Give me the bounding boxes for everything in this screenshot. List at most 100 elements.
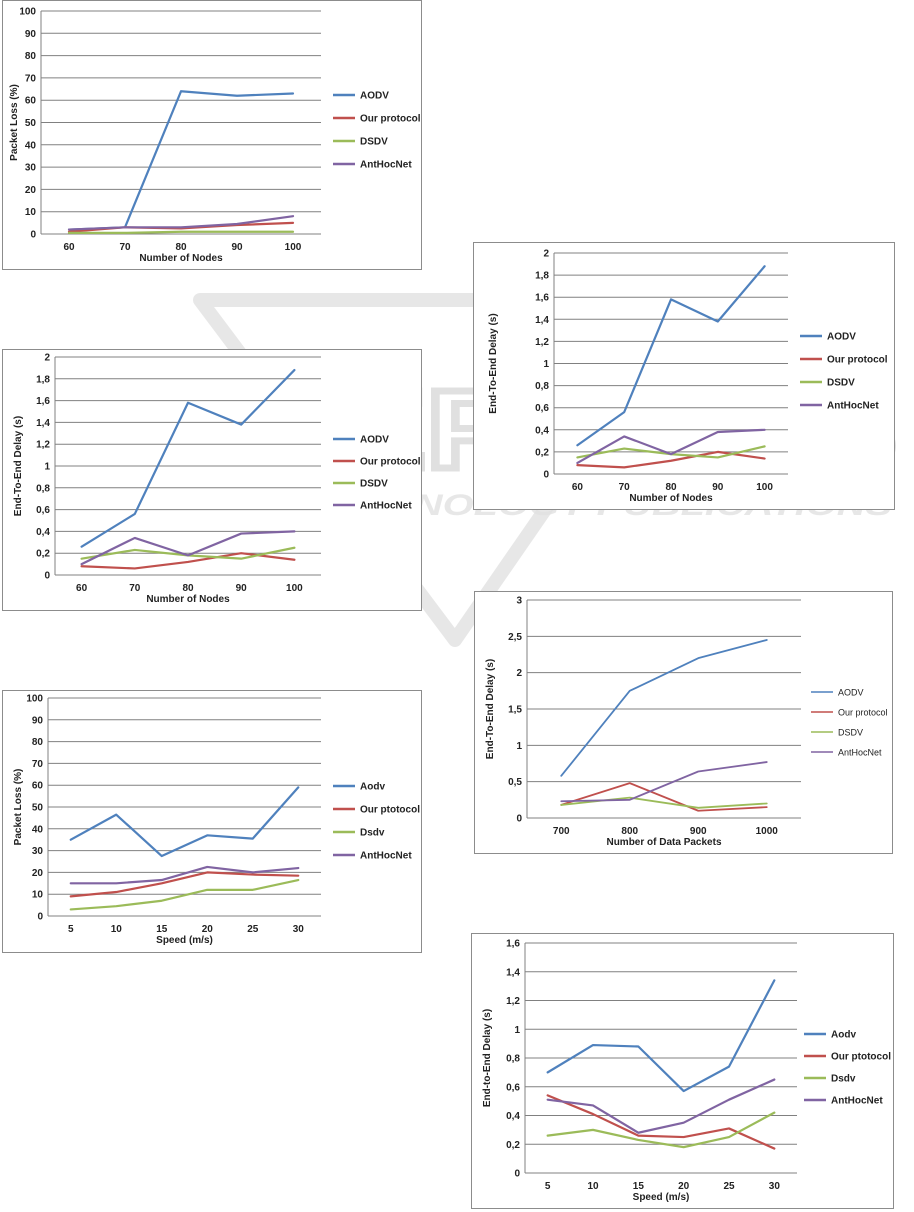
x-tick-label: 70: [119, 242, 131, 253]
y-tick-label: 0: [543, 470, 549, 481]
chart-svg-3: 0 0,5 1 1,5 2 2,5 3 700 800 900 1000 Number of Data…: [485, 596, 888, 849]
legend-label-ant: AntHocNet: [838, 748, 882, 758]
chart-delay-packets: 0 0,5 1 1,5 2 2,5 3 700 800 900 1000 Number of Data…: [474, 591, 893, 854]
x-axis-title: Speed (m/s): [633, 1192, 690, 1203]
y-tick-label: 1,6: [506, 939, 520, 950]
x-axis-title: Speed (m/s): [156, 935, 213, 946]
y-tick-label: 1,5: [508, 705, 522, 716]
legend-label-ant: AntHocNet: [360, 851, 412, 862]
y-axis-title: End-To-End Delay (s): [485, 659, 496, 759]
y-tick-label: 60: [32, 781, 44, 792]
x-tick-label: 60: [76, 583, 88, 594]
x-tick-label: 70: [129, 583, 141, 594]
series-line-our: [560, 782, 768, 812]
x-tick-label: 100: [286, 583, 303, 594]
x-axis-title: Number of Nodes: [146, 594, 230, 605]
y-tick-label: 50: [32, 803, 44, 814]
y-tick-label: 1,8: [535, 271, 549, 282]
series-line-ant: [69, 865, 300, 885]
y-tick-label: 100: [19, 7, 36, 18]
chart-packet-loss-nodes: 0 10 20 30 40 50 60 70 80 90 100 60 70 80 90 100 Number …: [2, 0, 422, 270]
legend-label-our: Our protocol: [838, 708, 888, 718]
y-axis-title: Packet Loss (%): [9, 84, 20, 161]
x-tick-label: 80: [175, 242, 187, 253]
chart-svg-2: 0 0,2 0,4 0,6 0,8 1 1,2 1,4 1,6 1,8 2 60 70 80 90 100 Nu…: [488, 249, 888, 505]
y-tick-label: 3: [516, 596, 522, 607]
x-tick-label: 25: [247, 924, 259, 935]
y-tick-label: 100: [26, 694, 43, 705]
y-tick-label: 30: [25, 163, 37, 174]
y-tick-label: 20: [25, 185, 37, 196]
legend-label-ant: AntHocNet: [827, 401, 879, 412]
series-line-aodv: [67, 90, 295, 231]
y-tick-label: 0,2: [36, 549, 50, 560]
y-tick-label: 70: [25, 73, 37, 84]
series-line-aodv: [69, 786, 300, 858]
y-tick-label: 80: [25, 51, 37, 62]
legend-label-our: Our protocol: [360, 457, 421, 468]
series-line-ant: [80, 530, 296, 566]
y-tick-label: 80: [32, 737, 44, 748]
series-line-ant: [576, 428, 766, 465]
chart-packet-loss-speed: 0 10 20 30 40 50 60 70 80 90 100 5 10 15 20 25 30 Speed (…: [2, 690, 422, 953]
legend-label-ant: AntHocNet: [360, 160, 412, 171]
x-tick-label: 70: [619, 482, 631, 493]
x-tick-label: 30: [293, 924, 305, 935]
x-tick-label: 20: [202, 924, 214, 935]
legend-label-aodv: Aodv: [360, 782, 385, 793]
legend-label-our: Our ptotocol: [831, 1052, 891, 1063]
y-tick-label: 1,2: [36, 440, 50, 451]
chart-svg-0: 0 10 20 30 40 50 60 70 80 90 100 60 70 80 90 100 Number …: [9, 7, 421, 265]
y-tick-label: 0,8: [506, 1054, 520, 1065]
x-tick-label: 900: [690, 826, 707, 837]
x-tick-label: 15: [633, 1181, 645, 1192]
y-axis-title: End-To-End Delay (s): [488, 313, 499, 413]
y-tick-label: 2: [44, 353, 50, 364]
legend-label-dsdv: DSDV: [838, 728, 863, 738]
x-tick-label: 90: [712, 482, 724, 493]
y-tick-label: 1,4: [506, 967, 520, 978]
series-line-dsdv: [560, 796, 768, 809]
y-tick-label: 50: [25, 118, 37, 129]
y-tick-label: 0: [30, 230, 36, 241]
x-tick-label: 90: [236, 583, 248, 594]
y-tick-label: 70: [32, 759, 44, 770]
x-tick-label: 30: [769, 1181, 781, 1192]
y-tick-label: 0: [44, 571, 50, 582]
y-tick-label: 0,4: [36, 527, 50, 538]
y-tick-label: 10: [25, 207, 37, 218]
chart-svg-4: 0 10 20 30 40 50 60 70 80 90 100 5 10 15 20 25 30 Speed (…: [13, 694, 420, 947]
y-tick-label: 90: [32, 715, 44, 726]
x-axis-title: Number of Nodes: [139, 253, 223, 264]
series-line-aodv: [80, 368, 296, 548]
y-tick-label: 20: [32, 868, 44, 879]
legend-label-our: Our ptotocol: [360, 805, 420, 816]
y-tick-label: 0,2: [535, 447, 549, 458]
chart-svg-5: 0 0,2 0,4 0,6 0,8 1 1,2 1,4 1,6 5 10 15 20 25 30 Speed …: [482, 939, 891, 1204]
legend-label-dsdv: DSDV: [827, 378, 855, 389]
y-tick-label: 0,8: [36, 483, 50, 494]
y-tick-label: 1: [514, 1025, 520, 1036]
series-line-aodv: [576, 265, 766, 447]
x-tick-label: 1000: [756, 826, 779, 837]
y-tick-label: 0,4: [535, 425, 549, 436]
legend-label-aodv: AODV: [827, 332, 856, 343]
x-tick-label: 10: [587, 1181, 599, 1192]
x-tick-label: 5: [545, 1181, 551, 1192]
y-tick-label: 0,2: [506, 1140, 520, 1151]
chart-delay-nodes-left: 0 0,2 0,4 0,6 0,8 1 1,2 1,4 1,6 1,8 2 60 70 80 90 100 Nu…: [2, 349, 422, 611]
y-tick-label: 1,2: [535, 337, 549, 348]
y-tick-label: 1,6: [535, 293, 549, 304]
y-tick-label: 0: [516, 814, 522, 825]
x-tick-label: 800: [621, 826, 638, 837]
x-tick-label: 25: [723, 1181, 735, 1192]
x-axis-title: Number of Nodes: [629, 493, 713, 504]
y-tick-label: 1,8: [36, 374, 50, 385]
x-tick-label: 80: [665, 482, 677, 493]
legend-label-aodv: AODV: [360, 435, 389, 446]
legend-label-our: Our protocol: [827, 355, 888, 366]
y-tick-label: 0,8: [535, 381, 549, 392]
x-tick-label: 700: [553, 826, 570, 837]
y-tick-label: 60: [25, 96, 37, 107]
x-tick-label: 20: [678, 1181, 690, 1192]
